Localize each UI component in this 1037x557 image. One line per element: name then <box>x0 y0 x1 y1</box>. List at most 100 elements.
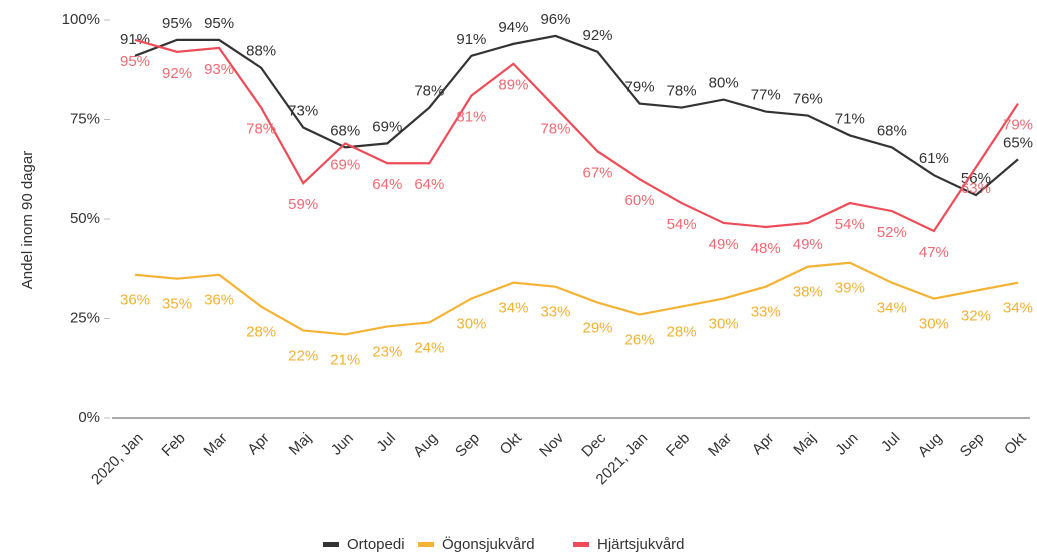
data-label: 79% <box>625 79 655 96</box>
data-label: 23% <box>372 343 402 360</box>
data-label: 38% <box>793 284 823 301</box>
x-tick-label: Maj <box>286 430 315 459</box>
data-label: 92% <box>162 65 192 82</box>
data-label: 67% <box>583 164 613 181</box>
data-label: 68% <box>330 122 360 139</box>
data-label: 49% <box>793 236 823 253</box>
data-label: 91% <box>120 31 150 48</box>
data-label: 33% <box>540 304 570 321</box>
data-label: 29% <box>583 320 613 337</box>
data-label: 69% <box>330 156 360 173</box>
x-tick-label: Sep <box>452 430 483 461</box>
data-label: 32% <box>961 308 991 325</box>
data-label: 56% <box>961 170 991 187</box>
x-tick-label: Feb <box>663 430 693 460</box>
data-label: 63% <box>961 180 991 197</box>
data-label: 95% <box>162 15 192 32</box>
data-label: 39% <box>835 280 865 297</box>
x-tick-label: Jul <box>373 430 399 456</box>
y-tick-label: 75% <box>70 110 100 127</box>
legend-label: Ögonsjukvård <box>442 535 535 553</box>
data-label: 80% <box>709 75 739 92</box>
data-label: 78% <box>246 121 276 138</box>
data-label: 65% <box>1003 134 1033 151</box>
x-tick-label: Mar <box>200 430 230 460</box>
data-label: 54% <box>667 216 697 233</box>
data-label: 81% <box>456 109 486 126</box>
data-label: 33% <box>751 304 781 321</box>
series-line <box>134 38 1019 233</box>
data-label: 34% <box>498 300 528 317</box>
data-label: 60% <box>625 192 655 209</box>
series-line <box>134 261 1019 336</box>
data-label: 24% <box>414 339 444 356</box>
x-tick-label: Okt <box>1001 429 1030 458</box>
data-label: 96% <box>540 11 570 28</box>
data-label: 34% <box>877 300 907 317</box>
data-label: 48% <box>751 240 781 257</box>
data-label: 73% <box>288 102 318 119</box>
data-label: 94% <box>498 19 528 36</box>
x-tick-label: Jun <box>832 430 861 459</box>
series-line <box>134 34 1019 197</box>
x-tick-label: Maj <box>790 430 819 459</box>
data-label: 22% <box>288 347 318 364</box>
data-label: 93% <box>204 61 234 78</box>
data-label: 68% <box>877 122 907 139</box>
data-label: 79% <box>1003 117 1033 134</box>
x-tick-label: Nov <box>536 429 567 460</box>
x-tick-label: Apr <box>244 430 273 459</box>
data-label: 78% <box>540 121 570 138</box>
data-label: 34% <box>1003 300 1033 317</box>
data-label: 88% <box>246 43 276 60</box>
data-label: 64% <box>372 176 402 193</box>
x-tick-label: Mar <box>705 430 735 460</box>
data-label: 95% <box>120 53 150 70</box>
x-tick-label: Aug <box>410 430 441 461</box>
data-label: 30% <box>709 316 739 333</box>
legend-label: Ortopedi <box>347 536 405 553</box>
y-tick-label: 25% <box>70 309 100 326</box>
data-label: 69% <box>372 118 402 135</box>
x-tick-label: Dec <box>578 429 609 460</box>
data-label: 35% <box>162 296 192 313</box>
legend-swatch <box>573 542 589 547</box>
data-label: 78% <box>414 83 444 100</box>
x-tick-label: Feb <box>158 430 188 460</box>
data-label: 36% <box>120 292 150 309</box>
data-label: 30% <box>919 316 949 333</box>
data-label: 64% <box>414 176 444 193</box>
data-label: 92% <box>583 27 613 44</box>
x-tick-label: Aug <box>915 430 946 461</box>
y-tick-label: 50% <box>70 210 100 227</box>
x-tick-label: Jun <box>328 430 357 459</box>
data-label: 54% <box>835 216 865 233</box>
data-label: 76% <box>793 90 823 107</box>
legend-label: Hjärtsjukvård <box>597 536 685 553</box>
legend-swatch <box>418 542 434 547</box>
x-tick-label: Jul <box>878 430 904 456</box>
data-label: 77% <box>751 87 781 104</box>
data-label: 95% <box>204 15 234 32</box>
data-label: 59% <box>288 196 318 213</box>
x-tick-label: Okt <box>497 429 526 458</box>
x-tick-label: 2020, Jan <box>88 430 147 489</box>
data-label: 28% <box>246 324 276 341</box>
data-label: 30% <box>456 316 486 333</box>
legend-swatch <box>323 542 339 547</box>
x-tick-label: Apr <box>749 430 778 459</box>
y-axis-label: Andel inom 90 dagar <box>19 151 36 289</box>
data-label: 47% <box>919 244 949 261</box>
y-tick-label: 0% <box>78 409 100 426</box>
data-label: 26% <box>625 331 655 348</box>
data-label: 89% <box>498 77 528 94</box>
data-label: 21% <box>330 351 360 368</box>
data-label: 61% <box>919 150 949 167</box>
data-label: 91% <box>456 31 486 48</box>
data-label: 71% <box>835 110 865 127</box>
data-label: 36% <box>204 292 234 309</box>
x-tick-label: Sep <box>957 430 988 461</box>
data-label: 28% <box>667 324 697 341</box>
data-label: 78% <box>667 83 697 100</box>
